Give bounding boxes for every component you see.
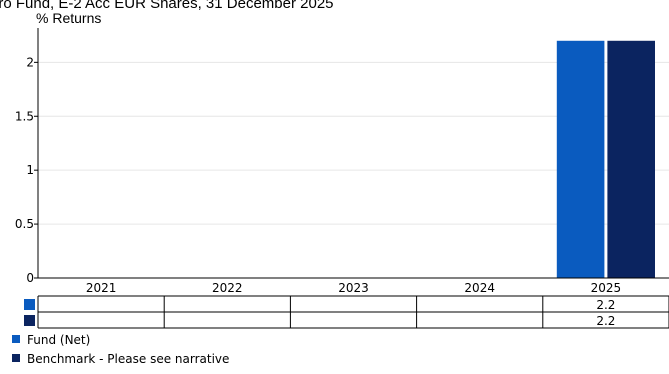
- y-tick-label: 2: [26, 55, 34, 69]
- legend-swatch: [12, 335, 20, 343]
- axes: [37, 28, 669, 279]
- x-tick-label: 2024: [464, 281, 495, 295]
- y-tick-label: 1: [26, 163, 34, 177]
- legend-label: Fund (Net): [27, 333, 90, 347]
- y-tick-label: 1.5: [15, 109, 34, 123]
- table-cell-value: 2.2: [596, 314, 615, 328]
- legend-label: Benchmark - Please see narrative: [27, 352, 229, 366]
- bar-fund-2025: [556, 40, 605, 278]
- table-series-swatch: [24, 315, 35, 326]
- chart-title: uro Fund, E-2 Acc EUR Shares, 31 Decembe…: [0, 0, 334, 12]
- table-cell-value: 2.2: [596, 298, 615, 312]
- bar-benchmark-2025: [607, 40, 655, 278]
- x-tick-labels: 2021 2022 2023 2024 2025: [86, 281, 621, 295]
- y-tick-label: 0.5: [15, 217, 34, 231]
- legend-swatch: [12, 354, 20, 362]
- x-tick-label: 2025: [591, 281, 622, 295]
- y-tick-label: 0: [26, 271, 34, 285]
- x-tick-label: 2022: [212, 281, 243, 295]
- legend: Fund (Net) Benchmark - Please see narrati…: [12, 333, 229, 366]
- bars: [556, 40, 655, 278]
- x-tick-label: 2023: [338, 281, 369, 295]
- table-series-swatch: [24, 299, 35, 310]
- data-table: 2.22.2: [24, 295, 669, 329]
- x-tick-label: 2021: [86, 281, 117, 295]
- y-axis-label: % Returns: [36, 10, 101, 26]
- y-tick-labels: 0 0.5 1 1.5 2: [15, 55, 34, 285]
